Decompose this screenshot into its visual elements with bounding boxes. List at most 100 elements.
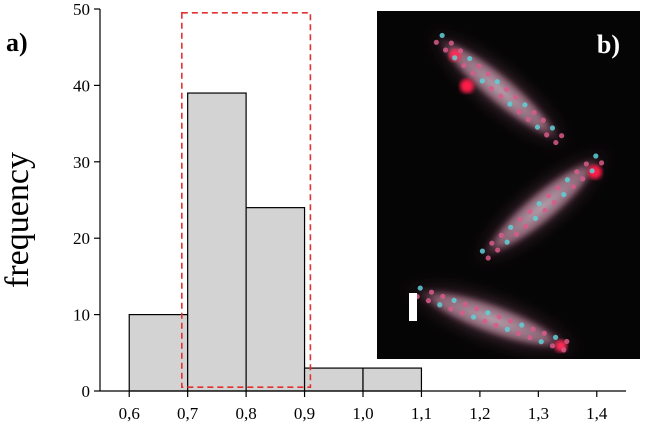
histogram-bars	[128, 92, 423, 392]
cell-dot	[564, 338, 570, 345]
cell-dot	[544, 132, 550, 138]
cell-dot	[527, 334, 533, 341]
cell-dot	[517, 216, 523, 223]
cell-dot	[428, 289, 435, 295]
cell-dot	[561, 191, 567, 198]
cell-dot	[523, 223, 529, 229]
y-tick-label: 10	[73, 306, 90, 325]
highlight-box	[181, 12, 312, 388]
x-ticks: 0,6 0,7 0,8 0,9 1,0 1,1 1,2 1,3 1,4	[119, 391, 608, 423]
x-tick-label: 0,8	[235, 404, 256, 423]
cell-dot	[551, 199, 557, 206]
x-tick-label: 1,1	[411, 404, 432, 423]
cell-dot	[504, 239, 510, 245]
cell-dot	[522, 102, 528, 108]
y-tick-label: 0	[82, 382, 91, 401]
cell-dot	[461, 62, 467, 69]
cell-dot	[425, 298, 432, 304]
cell-dot	[476, 63, 482, 69]
cell-dot	[467, 55, 473, 62]
cell-dot	[440, 293, 446, 299]
panel-a-label: a)	[6, 28, 28, 57]
cell-dot	[485, 71, 491, 77]
cell-dot	[448, 306, 454, 312]
cell-dot	[516, 330, 522, 337]
histogram-bar-2	[245, 207, 306, 392]
cell-dot	[495, 247, 501, 253]
cell-dot	[496, 314, 502, 320]
x-tick-label: 0,9	[294, 404, 315, 423]
y-tick-label: 20	[73, 229, 90, 248]
cell-dot	[564, 177, 571, 183]
x-tick-label: 1,2	[469, 404, 490, 423]
cell-dot	[493, 322, 499, 328]
cell-dot	[513, 231, 520, 237]
cell-dot	[593, 153, 599, 159]
x-tick-label: 1,0	[352, 404, 373, 423]
cell-dot	[470, 70, 476, 76]
cell-dot	[552, 334, 559, 340]
cell-dot	[589, 168, 595, 174]
cell-dot	[525, 116, 531, 123]
panel-b-label: b)	[596, 30, 620, 59]
cell-dot	[519, 322, 525, 328]
y-ticks: 0 10 20 30 40 50	[73, 0, 100, 401]
cell-dot	[504, 326, 510, 332]
cell-dot	[540, 117, 546, 123]
cell-dot	[570, 184, 576, 190]
histogram-bar-3	[303, 367, 364, 392]
x-tick-label: 0,7	[177, 404, 199, 423]
cell-dot	[583, 161, 589, 167]
cell-dot	[561, 347, 567, 353]
cell-dot	[508, 224, 514, 230]
cell-dot	[448, 40, 454, 46]
microscopy-image-icon	[399, 24, 615, 359]
y-tick-label: 30	[73, 153, 90, 172]
cell-dot	[549, 125, 556, 131]
cell-dot	[442, 47, 449, 53]
cell-dot	[549, 343, 556, 349]
cell-dot	[541, 330, 547, 336]
cell-dot	[555, 185, 561, 191]
y-tick-label: 40	[73, 76, 90, 95]
x-tick-label: 1,3	[528, 404, 549, 423]
cell-dot	[451, 297, 457, 304]
cell-dot	[574, 169, 580, 175]
cell-dot	[479, 248, 486, 254]
cell-dot	[534, 124, 541, 130]
scale-bar	[409, 293, 417, 321]
cell-dot	[513, 94, 519, 100]
cell-dot	[489, 240, 495, 246]
cell-dot	[507, 318, 514, 324]
cell-dot	[545, 193, 552, 199]
cell-dot	[470, 314, 477, 320]
x-tick-label: 1,4	[586, 404, 608, 423]
cell-dot	[459, 310, 465, 316]
cell-dot	[516, 109, 522, 115]
cell-dot	[452, 55, 458, 61]
cell-dot	[433, 39, 439, 45]
histogram-bar-1	[187, 92, 247, 392]
cell-dot	[479, 78, 485, 84]
cell-dot	[598, 160, 605, 166]
cell-dot	[437, 302, 443, 308]
cell-dot	[553, 139, 559, 146]
cell-dot	[485, 310, 491, 316]
cell-dot	[527, 208, 533, 215]
cell-dot	[542, 207, 548, 214]
microscopy-inset-image: b)	[377, 11, 640, 359]
cell-dot	[559, 133, 565, 139]
histogram-bar-4	[362, 367, 423, 392]
cell-dot	[494, 79, 500, 85]
cell-dot	[488, 85, 495, 92]
cell-dot	[498, 232, 504, 238]
cell-dot	[485, 255, 491, 261]
cell-dot	[530, 326, 536, 332]
cell-dot	[474, 306, 480, 312]
x-tick-label: 0,6	[119, 404, 140, 423]
cell-dot	[482, 318, 488, 324]
cell-dot	[580, 176, 586, 182]
highlight-box-group	[181, 12, 312, 388]
y-axis-label: frequency	[0, 152, 36, 288]
